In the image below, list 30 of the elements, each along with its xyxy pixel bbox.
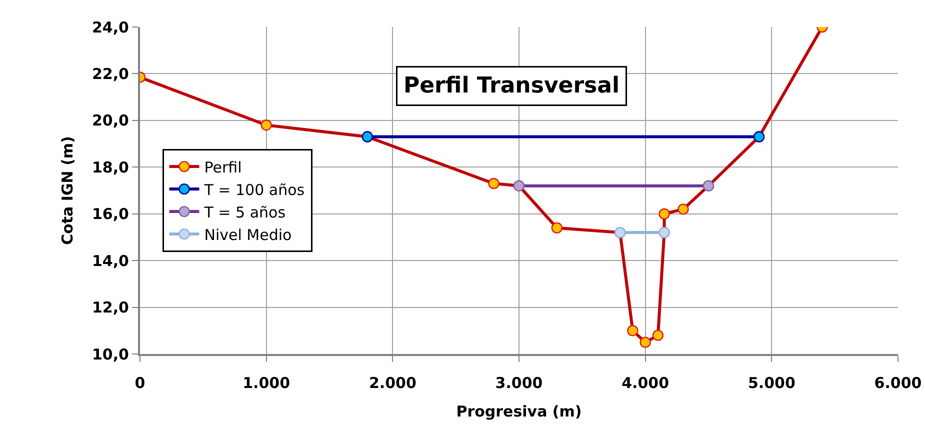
y-tick-label: 24,0	[92, 18, 129, 36]
legend-label: T = 100 años	[203, 180, 305, 199]
y-tick-label: 16,0	[92, 205, 129, 224]
x-tick-label: 4.000	[622, 374, 670, 392]
point	[652, 330, 664, 341]
point	[640, 336, 651, 348]
point	[551, 222, 562, 234]
text: Perfil Transversal	[404, 74, 620, 98]
x-tick-label: 3.000	[495, 374, 543, 392]
x-tick-label: 2.000	[368, 374, 416, 392]
point	[678, 204, 689, 215]
x-tick-label: 0	[134, 374, 146, 392]
y-tick-label: 18,0	[92, 158, 129, 176]
x-tick-label: 6.000	[874, 374, 922, 392]
y-tick-label: 14,0	[92, 252, 129, 270]
legend-label: T = 5 años	[203, 203, 286, 222]
point	[488, 178, 500, 190]
y-axis-title: Cota IGN (m)	[58, 136, 77, 245]
legend-label: Nivel Medio	[204, 226, 292, 244]
point	[627, 325, 638, 336]
y-tick-label: 10,0	[92, 345, 129, 364]
y-tick-label: 12,0	[92, 298, 129, 317]
point	[260, 120, 272, 131]
x-axis-title: Progresiva (m)	[456, 402, 582, 420]
x-tick-label: 1.000	[242, 374, 290, 392]
x-tick-label: 5.000	[748, 374, 796, 392]
legend-label: Perfil	[204, 158, 242, 176]
y-tick-label: 20,0	[92, 112, 129, 130]
y-tick-label: 22,0	[92, 64, 129, 83]
point	[658, 208, 670, 220]
